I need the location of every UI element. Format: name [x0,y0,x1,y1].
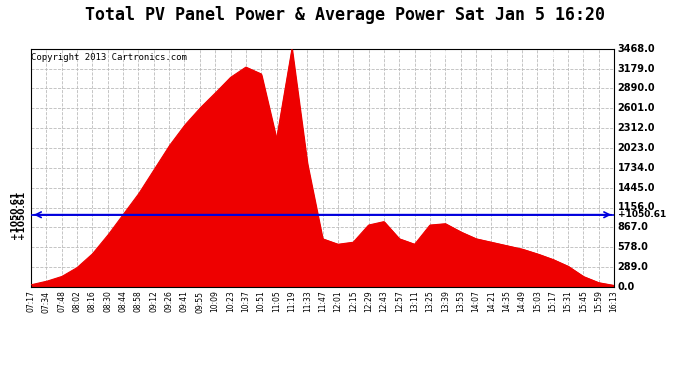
Text: 11:05: 11:05 [272,291,281,312]
Text: Average  (DC Watts): Average (DC Watts) [375,51,477,60]
Text: 15:17: 15:17 [549,291,558,312]
Text: 09:26: 09:26 [165,291,174,312]
Text: 12:15: 12:15 [348,291,357,312]
Text: 1734.0: 1734.0 [618,163,655,173]
Text: 14:35: 14:35 [502,291,511,312]
Text: 12:29: 12:29 [364,291,373,312]
Text: 3468.0: 3468.0 [618,44,656,54]
Text: +1050.61: +1050.61 [618,210,666,219]
Text: 07:17: 07:17 [26,291,36,312]
Text: 13:11: 13:11 [410,291,419,312]
Text: 14:49: 14:49 [518,291,526,312]
Text: 1156.0: 1156.0 [618,202,655,213]
Text: 2023.0: 2023.0 [618,143,655,153]
Text: 11:19: 11:19 [288,291,297,312]
Text: 14:07: 14:07 [471,291,480,312]
Text: 12:01: 12:01 [333,291,342,312]
Text: 13:53: 13:53 [456,291,465,312]
Text: 289.0: 289.0 [618,262,649,272]
Text: 08:30: 08:30 [104,291,112,312]
Text: Copyright 2013 Cartronics.com: Copyright 2013 Cartronics.com [31,53,187,62]
Text: 3179.0: 3179.0 [618,64,655,74]
Text: 09:12: 09:12 [149,291,158,312]
Text: 15:31: 15:31 [564,291,573,312]
Text: 09:55: 09:55 [195,291,204,313]
Text: 08:02: 08:02 [72,291,81,312]
Text: 2890.0: 2890.0 [618,84,656,93]
Text: 13:39: 13:39 [441,291,450,312]
Text: 12:57: 12:57 [395,291,404,312]
Text: 10:37: 10:37 [241,291,250,312]
Text: 10:51: 10:51 [257,291,266,312]
Text: 15:59: 15:59 [594,291,603,312]
Text: 16:13: 16:13 [609,291,619,312]
Text: 12:43: 12:43 [380,291,388,312]
Text: 13:25: 13:25 [426,291,435,312]
Text: 0.0: 0.0 [618,282,635,292]
Text: 07:34: 07:34 [42,291,51,313]
Text: 11:33: 11:33 [303,291,312,312]
Text: 1445.0: 1445.0 [618,183,655,193]
Text: 14:21: 14:21 [487,291,496,312]
Text: 08:44: 08:44 [119,291,128,312]
Text: 2601.0: 2601.0 [618,103,655,113]
Text: 07:48: 07:48 [57,291,66,312]
Text: 11:47: 11:47 [318,291,327,312]
Text: 08:16: 08:16 [88,291,97,312]
Text: 578.0: 578.0 [618,242,649,252]
Text: 08:58: 08:58 [134,291,143,312]
Text: PV Panels  (DC Watts): PV Panels (DC Watts) [485,51,598,60]
Text: 2312.0: 2312.0 [618,123,655,133]
Text: 10:23: 10:23 [226,291,235,312]
Text: 15:45: 15:45 [579,291,588,312]
Text: 10:09: 10:09 [210,291,219,312]
Text: Total PV Panel Power & Average Power Sat Jan 5 16:20: Total PV Panel Power & Average Power Sat… [85,6,605,24]
Text: 09:41: 09:41 [180,291,189,312]
Text: +1050.61: +1050.61 [17,190,26,239]
Text: 15:03: 15:03 [533,291,542,312]
Text: +1050.61: +1050.61 [10,190,19,239]
Text: 867.0: 867.0 [618,222,649,232]
